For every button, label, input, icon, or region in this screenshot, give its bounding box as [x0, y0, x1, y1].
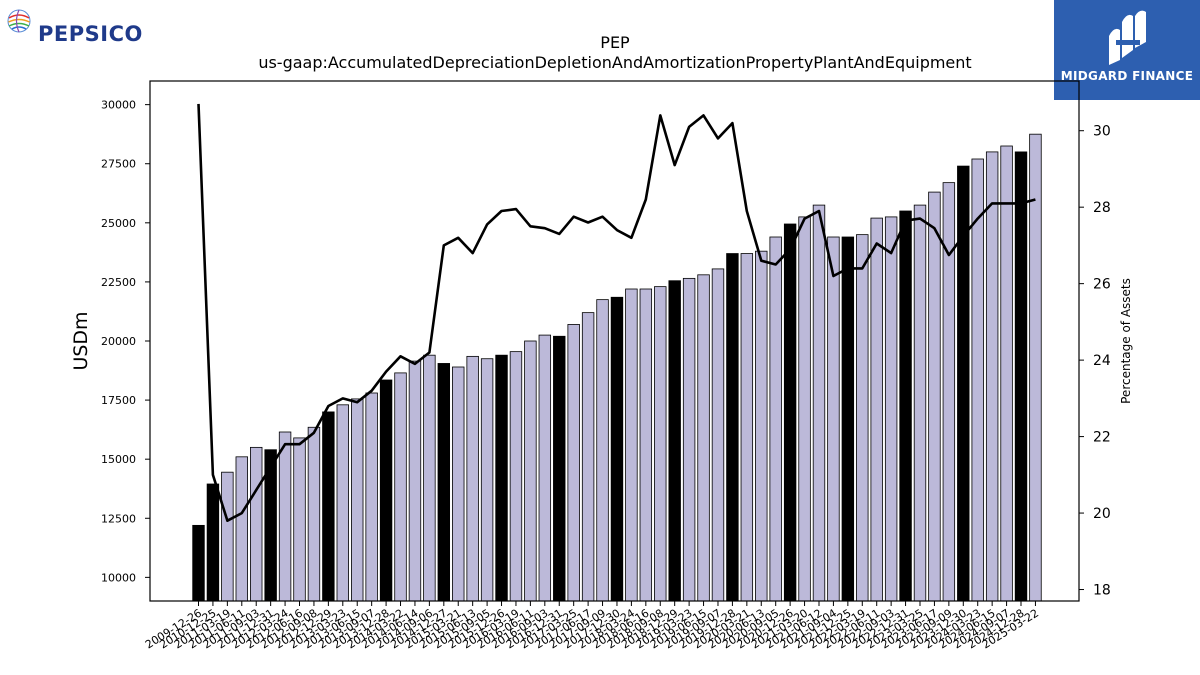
y-tick-label: 22500	[101, 276, 136, 289]
bar	[625, 288, 638, 602]
bar	[928, 191, 941, 602]
bar	[307, 426, 321, 602]
bar	[697, 274, 710, 602]
bar	[567, 324, 580, 602]
bar	[408, 360, 422, 602]
bar	[365, 392, 378, 602]
bar	[206, 483, 220, 602]
bar-series	[192, 133, 1042, 602]
bar	[495, 354, 508, 602]
y2-tick-label: 22	[1093, 430, 1111, 446]
bar	[452, 366, 465, 602]
bar	[192, 524, 205, 602]
right-y-axis: 18 20 22 24 26 28 30	[1079, 124, 1111, 599]
y2-tick-label: 26	[1093, 277, 1111, 293]
bar	[336, 404, 350, 602]
midgard-emblem-icon	[1109, 10, 1146, 65]
chart-title: PEP	[600, 33, 630, 52]
bar	[899, 210, 912, 602]
chart-subtitle: us-gaap:AccumulatedDepreciationDepletion…	[258, 53, 971, 72]
percentage-line	[197, 103, 1036, 523]
bar	[293, 437, 306, 602]
bar	[480, 358, 494, 602]
bar	[654, 286, 667, 602]
bar	[711, 268, 725, 602]
y2-tick-label: 28	[1093, 200, 1111, 216]
y-tick-label: 17500	[101, 394, 136, 407]
bar	[596, 299, 609, 602]
bar	[379, 379, 393, 602]
midgard-finance-logo: MIDGARD FINANCE	[1054, 0, 1200, 100]
line-series	[197, 103, 1036, 523]
bar	[755, 250, 768, 602]
bar	[1014, 151, 1028, 602]
bar	[437, 363, 451, 602]
bar	[985, 151, 999, 602]
bar	[639, 288, 653, 602]
bar	[351, 398, 364, 602]
y-tick-label: 12500	[101, 512, 136, 525]
midgard-wordmark: MIDGARD FINANCE	[1060, 69, 1194, 83]
bar	[798, 216, 811, 602]
y-axis-label: USDm	[70, 311, 92, 370]
bar	[726, 253, 739, 602]
bar	[581, 312, 595, 602]
bar	[466, 355, 479, 602]
bar	[1000, 145, 1013, 602]
bar	[235, 456, 248, 602]
y2-tick-label: 18	[1093, 583, 1111, 599]
y-tick-label: 27500	[101, 158, 136, 171]
y-tick-label: 20000	[101, 335, 136, 348]
bar	[221, 471, 234, 602]
bar	[610, 296, 624, 602]
bar	[553, 335, 566, 602]
globe-icon	[7, 9, 31, 33]
bar	[1029, 133, 1042, 602]
bar	[740, 253, 754, 602]
bar	[769, 236, 782, 602]
bar	[538, 334, 552, 602]
pepsico-wordmark: PEPSICO	[38, 22, 143, 46]
bar	[827, 236, 840, 602]
x-axis: 2009-12-262010-12-252011-03-192011-06-11…	[143, 601, 1041, 651]
bar	[783, 223, 797, 602]
bar	[423, 354, 436, 602]
bar	[870, 217, 883, 602]
bar	[394, 372, 407, 602]
pepsico-logo	[6, 8, 166, 44]
bar	[322, 411, 335, 602]
bar	[841, 236, 855, 602]
bar	[682, 277, 696, 602]
bar	[884, 216, 898, 602]
y2-tick-label: 24	[1093, 353, 1111, 369]
bar	[278, 431, 292, 602]
bar	[509, 351, 523, 602]
bar	[668, 280, 681, 602]
bar	[524, 340, 537, 602]
y2-axis-label: Percentage of Assets	[1119, 278, 1133, 404]
left-y-axis: 10000 12500 15000 17500 20000 22500 25000 27500…	[101, 99, 150, 584]
bar	[250, 446, 263, 602]
y2-tick-label: 20	[1093, 506, 1111, 522]
bar	[856, 234, 869, 602]
y-tick-label: 30000	[101, 99, 136, 112]
y2-tick-label: 30	[1093, 124, 1111, 140]
y-tick-label: 15000	[101, 453, 136, 466]
bar	[812, 204, 826, 602]
y-tick-label: 25000	[101, 217, 136, 230]
bar	[913, 204, 927, 602]
y-tick-label: 10000	[101, 571, 136, 584]
